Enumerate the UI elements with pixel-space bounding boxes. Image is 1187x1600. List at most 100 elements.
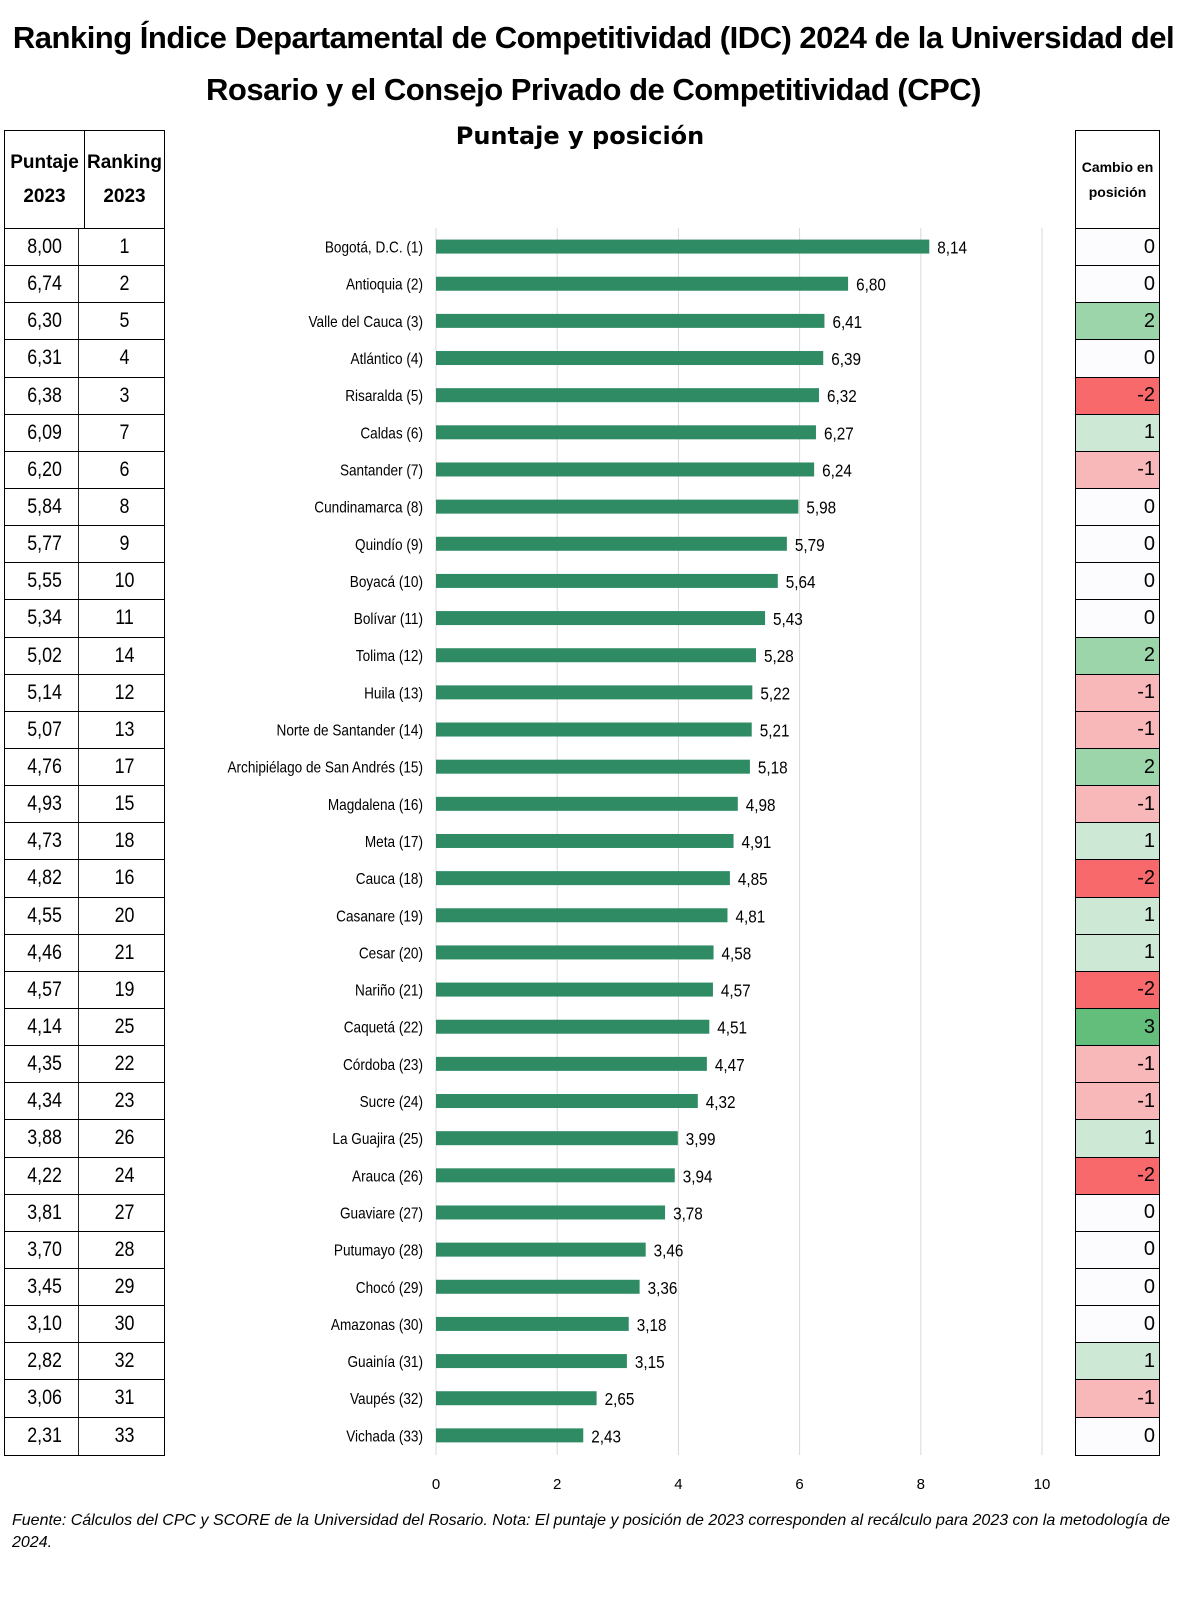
category-label: Guainía (31) [347,1354,423,1371]
score-2023: 4,82 [11,860,79,897]
x-tick-label: 0 [432,1476,440,1493]
chart-title: Ranking Índice Departamental de Competit… [12,20,1175,107]
score-2023: 2,82 [11,1343,79,1380]
score-2023: 6,20 [11,451,79,488]
category-label: Vaupés (32) [350,1391,423,1408]
rank-2023: 24 [114,1163,135,1187]
change-value: 0 [1143,346,1155,369]
rank-2023: 26 [114,1126,135,1150]
category-label: Bolívar (11) [354,611,423,628]
table-row: 5,84 8 [5,488,164,527]
change-value: 1 [1143,904,1155,927]
change-row: 1 [1076,897,1159,935]
change-value: 0 [1143,569,1155,592]
rank-2023: 30 [114,1312,135,1336]
data-label: 5,98 [806,497,836,517]
data-label: 2,43 [591,1426,621,1446]
category-label: Meta (17) [365,834,423,851]
data-label: 3,36 [648,1278,678,1298]
bar [436,1205,666,1220]
data-label: 5,79 [795,535,825,555]
source-note: Fuente: Cálculos del CPC y SCORE de la U… [12,1512,1170,1551]
change-row: 3 [1076,1008,1159,1047]
category-label: Putumayo (28) [334,1243,423,1260]
score-2023: 5,14 [11,674,79,711]
rank-2023: 2 [119,272,130,296]
bar [436,759,750,774]
change-row: 0 [1076,340,1159,378]
table-row: 2,82 32 [5,1343,164,1381]
score-2023: 6,38 [11,377,79,414]
data-label: 4,85 [738,869,768,889]
score-2023: 8,00 [11,229,79,266]
table-row: 5,55 10 [5,563,164,601]
category-label: Cundinamarca (8) [314,500,423,517]
score-2023: 6,30 [11,303,79,340]
change-row: 1 [1076,934,1159,972]
rank-2023: 9 [119,532,130,556]
score-2023: 3,81 [11,1194,79,1231]
rank-2023: 19 [114,977,135,1001]
change-value: -2 [1137,1164,1155,1187]
table-row: 5,14 12 [5,674,164,712]
data-label: 3,15 [635,1352,665,1372]
change-row: 2 [1076,637,1159,675]
bar [436,239,930,254]
score-2023: 5,77 [11,526,79,563]
table-row: 4,34 23 [5,1083,164,1121]
change-row: -1 [1076,451,1159,489]
change-value: -1 [1137,718,1155,741]
score-2023: 4,55 [11,897,79,934]
data-label: 3,46 [654,1240,684,1260]
change-value: -2 [1137,978,1155,1001]
change-row: 2 [1076,748,1159,787]
table-row: 8,00 1 [5,229,164,267]
x-tick-label: 8 [917,1476,925,1493]
change-value: 1 [1143,421,1155,444]
data-label: 5,18 [758,758,788,778]
bar [436,722,752,737]
change-row: 2 [1076,303,1159,341]
change-row: 0 [1076,526,1159,564]
change-value: 0 [1143,1312,1155,1335]
data-label: 3,94 [683,1166,713,1186]
change-row: 1 [1076,414,1159,452]
change-row: -2 [1076,860,1159,898]
data-label: 4,58 [722,943,752,963]
bar [436,871,730,886]
change-value: 1 [1143,1126,1155,1149]
table-row: 3,06 31 [5,1380,164,1418]
rank-2023: 7 [119,420,130,444]
change-row: 0 [1076,563,1159,601]
bar [436,648,756,663]
change-value: 0 [1143,532,1155,555]
rank-2023: 12 [114,680,135,704]
table-row: 5,02 14 [5,637,164,675]
chart-subtitle: Puntaje y posición [455,122,705,150]
bar [436,313,825,328]
score-2023: 4,76 [11,748,79,786]
category-label: Guaviare (27) [340,1206,423,1223]
change-value: 2 [1143,644,1155,667]
table-row: 4,93 15 [5,786,164,824]
rank-2023: 31 [114,1386,135,1410]
bar [436,945,714,960]
change-row: 0 [1076,1417,1159,1455]
bar [436,351,824,366]
rank-2023: 27 [114,1200,135,1224]
table-row: 4,35 22 [5,1046,164,1084]
category-label: Norte de Santander (14) [277,723,424,740]
bar [436,1168,675,1183]
rank-2023: 10 [114,569,135,593]
data-label: 6,39 [831,349,861,369]
change-value: 0 [1143,606,1155,629]
rank-2023: 23 [114,1089,135,1113]
bar-chart: 0 2 4 6 8 10 Bogotá, D.C. (1) 8,14 Antioquia (2)… [227,228,1050,1493]
data-label: 4,57 [721,980,751,1000]
category-label: Archipiélago de San Andrés (15) [227,760,423,777]
change-value: -1 [1137,1089,1155,1112]
bar [436,1316,629,1331]
change-value: 0 [1143,272,1155,295]
data-label: 5,22 [760,683,790,703]
bar [436,833,734,848]
